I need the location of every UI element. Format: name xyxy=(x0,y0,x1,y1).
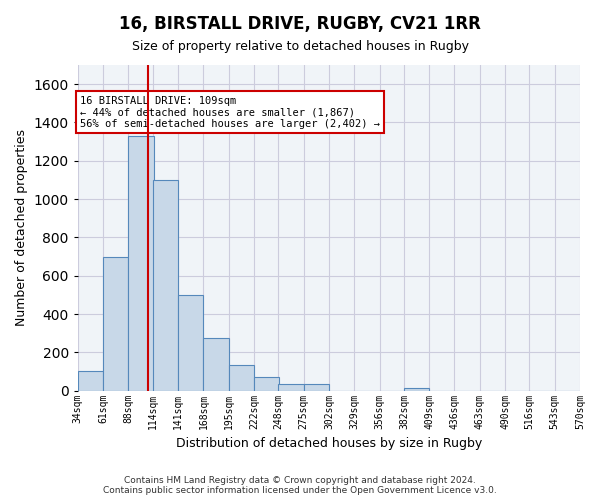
Bar xyxy=(404,388,429,390)
Bar xyxy=(229,365,254,390)
Bar xyxy=(203,338,229,390)
Y-axis label: Number of detached properties: Number of detached properties xyxy=(15,130,28,326)
Bar xyxy=(103,256,128,390)
Bar xyxy=(128,136,154,390)
Bar xyxy=(254,377,279,390)
Text: Size of property relative to detached houses in Rugby: Size of property relative to detached ho… xyxy=(131,40,469,53)
Bar xyxy=(153,180,178,390)
X-axis label: Distribution of detached houses by size in Rugby: Distribution of detached houses by size … xyxy=(176,437,482,450)
Text: 16, BIRSTALL DRIVE, RUGBY, CV21 1RR: 16, BIRSTALL DRIVE, RUGBY, CV21 1RR xyxy=(119,15,481,33)
Bar xyxy=(304,384,329,390)
Text: Contains HM Land Registry data © Crown copyright and database right 2024.
Contai: Contains HM Land Registry data © Crown c… xyxy=(103,476,497,495)
Bar xyxy=(178,295,203,390)
Text: 16 BIRSTALL DRIVE: 109sqm
← 44% of detached houses are smaller (1,867)
56% of se: 16 BIRSTALL DRIVE: 109sqm ← 44% of detac… xyxy=(80,96,380,129)
Bar xyxy=(278,384,304,390)
Bar xyxy=(78,372,103,390)
